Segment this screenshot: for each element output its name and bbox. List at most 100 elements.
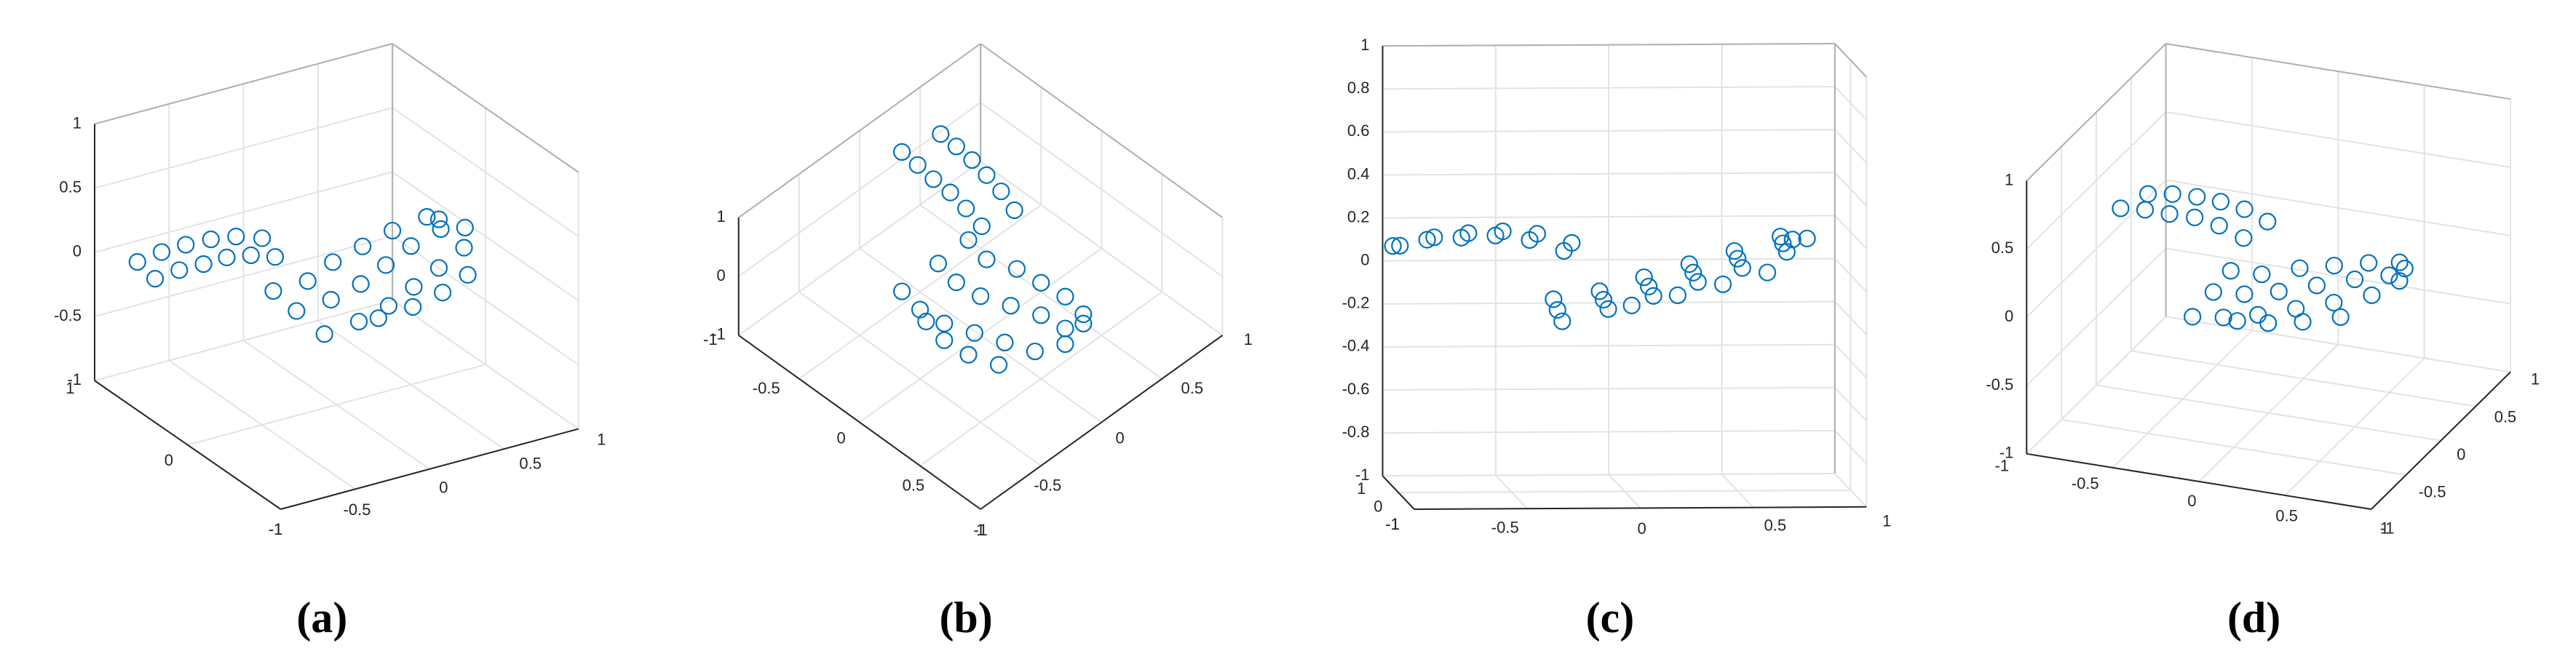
y-tick-label: -0.5 bbox=[2419, 482, 2446, 500]
z-tick-label: 1 bbox=[1360, 36, 1369, 54]
z-tick-label: -0.4 bbox=[1342, 337, 1370, 355]
point bbox=[1798, 229, 1816, 247]
point bbox=[911, 300, 930, 319]
point bbox=[218, 248, 236, 266]
point bbox=[2363, 286, 2381, 304]
x-axis bbox=[738, 335, 981, 510]
grid-line bbox=[94, 171, 393, 253]
point bbox=[1418, 231, 1436, 249]
point bbox=[963, 151, 981, 170]
point bbox=[377, 256, 395, 274]
point bbox=[405, 278, 423, 296]
z-tick-label: 0 bbox=[1360, 251, 1369, 269]
point bbox=[2390, 272, 2409, 290]
point bbox=[1644, 287, 1662, 305]
box-edge bbox=[2026, 43, 2167, 182]
z-tick-label: 0.6 bbox=[1347, 121, 1370, 140]
y-tick-label: -1 bbox=[973, 521, 988, 539]
point bbox=[379, 297, 398, 315]
point bbox=[2186, 208, 2204, 226]
y-tick-label: -1 bbox=[269, 520, 283, 538]
point bbox=[1074, 305, 1093, 324]
point bbox=[947, 137, 965, 156]
point bbox=[1459, 224, 1478, 242]
grid-line bbox=[94, 299, 393, 382]
point bbox=[1590, 282, 1609, 300]
z-tick-label: -0.2 bbox=[1342, 294, 1370, 312]
point bbox=[170, 261, 189, 279]
point bbox=[1771, 228, 1790, 246]
point bbox=[1725, 242, 1743, 260]
grid-line bbox=[2026, 247, 2167, 386]
point bbox=[908, 156, 927, 174]
z-tick-label: 0.5 bbox=[1992, 239, 2014, 257]
grid-line bbox=[1834, 258, 1867, 292]
grid-line bbox=[94, 235, 393, 318]
point bbox=[2204, 283, 2222, 301]
point bbox=[978, 166, 996, 184]
grid-line bbox=[1834, 300, 1867, 336]
point bbox=[2390, 253, 2409, 271]
point bbox=[1729, 250, 1747, 268]
panel-label: (c) bbox=[1586, 594, 1635, 642]
point bbox=[2270, 282, 2288, 300]
y-tick-label: 0 bbox=[1115, 428, 1124, 447]
grid-line bbox=[1382, 300, 1835, 305]
grid-line bbox=[2165, 247, 2511, 305]
point bbox=[2307, 276, 2326, 295]
x-tick-label: 1 bbox=[2380, 519, 2389, 537]
grid-line bbox=[798, 291, 1042, 467]
x-tick-label: -0.5 bbox=[344, 500, 371, 519]
x-tick-label: 0.5 bbox=[1764, 517, 1787, 535]
point bbox=[1026, 342, 1045, 361]
point bbox=[456, 218, 474, 237]
point bbox=[935, 331, 954, 349]
y-tick-label: -0.5 bbox=[1034, 476, 1061, 495]
x-tick-label: -1 bbox=[703, 330, 718, 348]
z-tick-label: 0 bbox=[73, 242, 82, 260]
point bbox=[2325, 293, 2343, 312]
point bbox=[2235, 285, 2254, 303]
grid-line bbox=[1834, 344, 1867, 379]
point bbox=[1032, 274, 1050, 292]
grid-line bbox=[1382, 258, 1835, 262]
point bbox=[128, 252, 146, 271]
grid-line bbox=[1382, 429, 1835, 434]
point bbox=[2235, 229, 2253, 247]
point bbox=[972, 287, 990, 306]
point bbox=[1599, 300, 1617, 318]
grid-line bbox=[1382, 172, 1835, 176]
point bbox=[324, 253, 342, 271]
box-edge bbox=[738, 43, 981, 218]
point bbox=[2345, 270, 2364, 289]
x-tick-label: -1 bbox=[269, 520, 283, 538]
point bbox=[1056, 287, 1074, 306]
panel: -1 -0.5 0 0.5 1-101-1-0.8-0.6-0.4-0.200.20.4… bbox=[1342, 36, 1892, 642]
x-tick-label: 0 bbox=[837, 428, 846, 447]
grid-line bbox=[1834, 473, 1867, 508]
x-tick-label: 1 bbox=[976, 521, 985, 539]
grid-line bbox=[1382, 86, 1835, 90]
x-tick-label: 0.5 bbox=[2275, 507, 2298, 525]
y-tick-label: 1 bbox=[1244, 330, 1253, 348]
point bbox=[429, 259, 448, 277]
point bbox=[2294, 313, 2312, 331]
y-tick-label: 1 bbox=[1357, 479, 1366, 498]
z-tick-label: -0.5 bbox=[1986, 375, 2013, 394]
point bbox=[2325, 256, 2343, 275]
point bbox=[349, 312, 368, 331]
point bbox=[2331, 308, 2350, 326]
point bbox=[383, 221, 402, 240]
point bbox=[352, 275, 370, 293]
grid-line bbox=[1834, 215, 1867, 250]
point bbox=[2210, 217, 2228, 235]
point bbox=[264, 282, 282, 300]
point bbox=[242, 246, 260, 264]
point bbox=[1074, 314, 1093, 332]
point bbox=[2139, 185, 2157, 203]
x-axis bbox=[1414, 506, 1867, 510]
grid-line bbox=[2026, 111, 2167, 250]
point bbox=[965, 324, 983, 342]
grid-line bbox=[1382, 472, 1835, 477]
x-tick-label: 1 bbox=[597, 430, 606, 448]
